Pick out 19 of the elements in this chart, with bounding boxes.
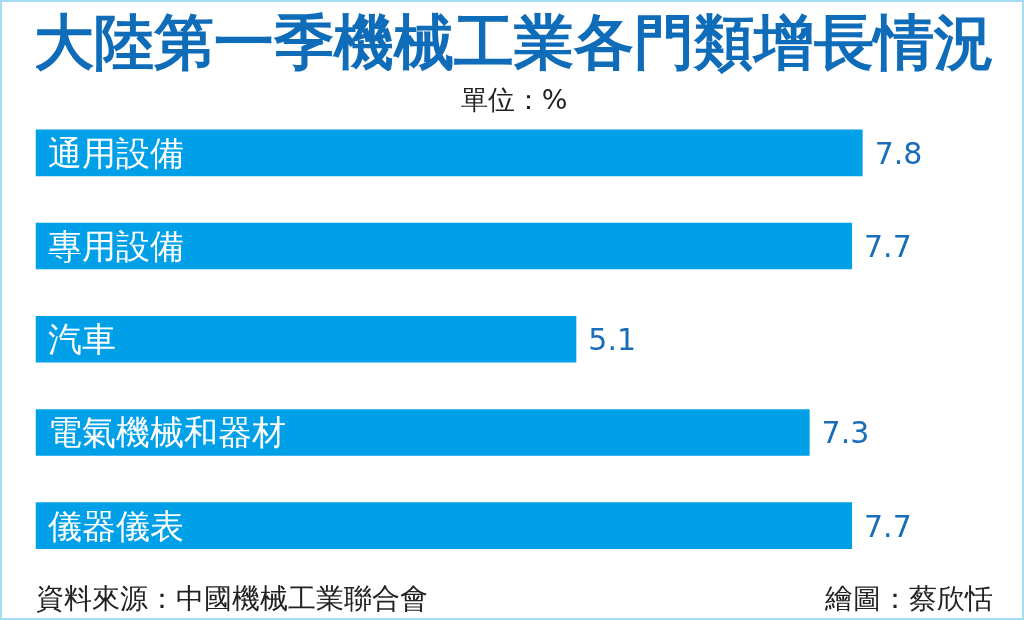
data-label: 7.3: [821, 415, 870, 451]
chart-title: 大陸第一季機械工業各門類增長情況: [34, 6, 994, 77]
data-label: 7.7: [864, 508, 912, 544]
y-tick-label: 專用設備: [47, 226, 184, 267]
chart-subtitle: 單位：%: [460, 83, 568, 115]
data-label: 5.1: [588, 322, 637, 358]
bar: [35, 409, 810, 456]
y-tick-label: 通用設備: [47, 132, 184, 173]
data-label: 7.8: [874, 135, 923, 171]
text: 繪圖：蔡欣恬: [823, 581, 993, 615]
y-tick-label: 儀器儀表: [47, 505, 184, 546]
bar: [35, 222, 853, 270]
source-note: 資料來源：中國機械工業聯合會: [35, 581, 428, 615]
data-label: 7.7: [864, 229, 912, 265]
bar: [35, 129, 863, 177]
bar: [35, 502, 853, 549]
bar: [35, 315, 577, 363]
y-tick-label: 電氣機械和器材: [47, 412, 286, 453]
y-tick-label: 汽車: [47, 319, 116, 360]
